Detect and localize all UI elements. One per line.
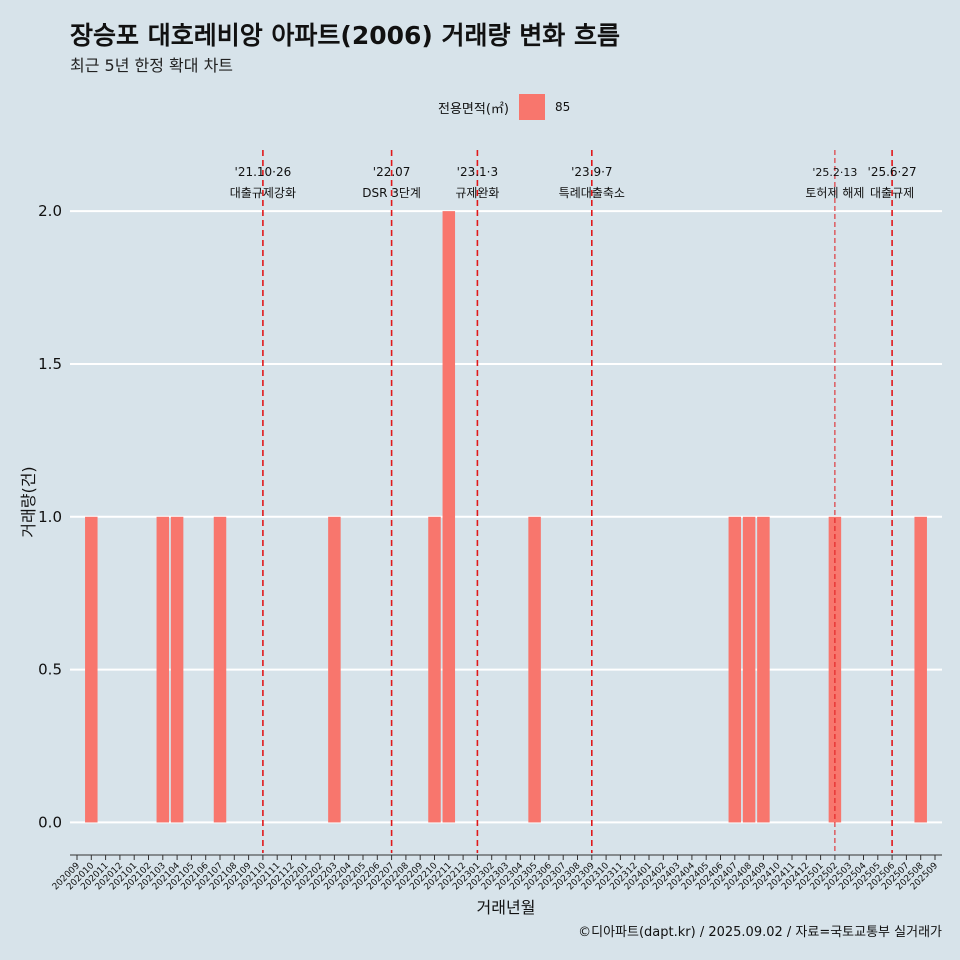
bar — [85, 516, 98, 823]
bar — [728, 516, 742, 823]
chart-title: 장승포 대호레비앙 아파트(2006) 거래량 변화 흐름 — [70, 21, 620, 50]
event-date-label: '21.10·26 — [235, 165, 292, 179]
event-label: 토허제 해제 — [805, 186, 864, 200]
event-date-label: '22.07 — [373, 165, 411, 179]
bar — [742, 516, 756, 823]
event-date-label: '25.2·13 — [812, 166, 857, 179]
bar — [828, 516, 842, 823]
x-axis-title: 거래년월 — [477, 898, 536, 917]
bar — [442, 211, 456, 823]
bar — [757, 516, 770, 823]
event-label: 대출규제강화 — [230, 186, 296, 200]
event-label: 대출규제 — [870, 186, 914, 200]
legend-swatch — [518, 94, 545, 120]
y-tick-label: 0.5 — [38, 661, 62, 679]
legend-title: 전용면적(㎡) — [438, 101, 509, 117]
bar — [428, 516, 441, 823]
y-tick-label: 2.0 — [38, 202, 62, 220]
chart-subtitle: 최근 5년 한정 확대 차트 — [70, 56, 234, 75]
event-date-label: '25.6·27 — [868, 165, 917, 179]
y-tick-label: 1.0 — [38, 508, 62, 526]
bar — [328, 516, 341, 823]
event-date-label: '23.1·3 — [457, 165, 498, 179]
bar — [170, 516, 184, 823]
event-label: 규제완화 — [455, 186, 499, 200]
bar — [156, 516, 170, 823]
y-axis-title: 거래량(건) — [19, 466, 38, 537]
bar — [914, 516, 927, 823]
event-label: DSR 3단계 — [362, 186, 421, 200]
y-tick-label: 1.5 — [38, 355, 62, 373]
event-date-label: '23.9·7 — [571, 165, 612, 179]
bar — [213, 516, 227, 823]
bar — [528, 516, 541, 823]
y-tick-label: 0.0 — [38, 813, 62, 831]
event-label: 특례대출축소 — [559, 186, 625, 200]
legend: 전용면적(㎡) 85 — [438, 94, 570, 120]
source-caption: ©디아파트(dapt.kr) / 2025.09.02 / 자료=국토교통부 실… — [578, 925, 942, 940]
legend-label: 85 — [554, 100, 571, 114]
